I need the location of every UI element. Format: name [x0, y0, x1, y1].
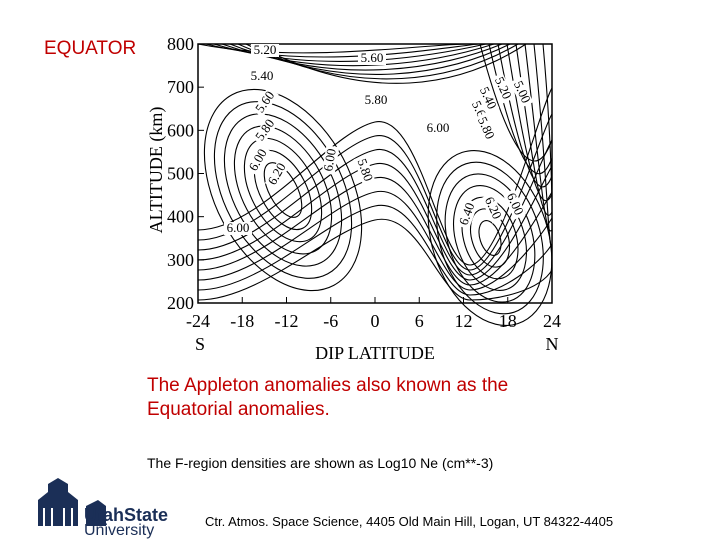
contour-label: 5.80	[355, 157, 377, 184]
x-tick-label: 24	[543, 311, 561, 331]
label-bg	[358, 52, 386, 65]
contour-label: 5.80	[365, 92, 388, 107]
x-tick-label: 18	[499, 311, 517, 331]
label-bg	[353, 154, 376, 186]
label-bg	[424, 122, 452, 135]
contour	[533, 43, 553, 249]
contour	[197, 191, 553, 291]
contour	[478, 220, 502, 256]
contour	[197, 218, 553, 301]
label-bg	[251, 44, 279, 57]
x-end-label: N	[546, 334, 559, 354]
label-bg	[252, 87, 279, 118]
contour	[469, 208, 511, 268]
contour	[488, 43, 553, 175]
logo-text: University	[84, 522, 155, 539]
label-bg	[264, 158, 291, 190]
contour	[243, 137, 323, 243]
label-bg	[321, 145, 340, 176]
contour	[197, 204, 553, 296]
contour	[197, 139, 553, 276]
contour	[427, 149, 553, 327]
contour	[436, 161, 544, 315]
y-tick-label: 300	[167, 250, 194, 270]
label-bg	[509, 76, 534, 108]
contour-figure: ALTITUDE (km) DIP LATITUDE S N -24 -18 -12…	[146, 34, 561, 363]
y-tick-label: 600	[167, 120, 194, 140]
contour-label: 5.40	[251, 68, 274, 83]
contour	[197, 43, 471, 54]
contour-label: 6.00	[227, 220, 250, 235]
contour-label: 5.60	[361, 50, 384, 65]
contour	[245, 43, 519, 80]
contour	[237, 43, 511, 76]
contour-label: 6.00	[427, 120, 450, 135]
y-tick-label: 500	[167, 164, 194, 184]
label-bg	[480, 192, 505, 224]
label-bg	[456, 198, 479, 230]
label-bg	[475, 82, 500, 114]
contour	[197, 87, 553, 266]
logo-icon	[38, 478, 106, 526]
note: The F-region densities are shown as Log1…	[147, 455, 494, 471]
label-bg	[248, 70, 276, 83]
x-tick-label: 12	[455, 311, 473, 331]
label-bg	[362, 94, 390, 107]
caption: The Appleton anomalies also known as the…	[147, 375, 509, 420]
label-bg	[490, 72, 515, 104]
contour	[197, 177, 553, 286]
contour	[453, 185, 527, 291]
x-tick-label: 6	[415, 311, 424, 331]
y-axis-label: ALTITUDE (km)	[146, 107, 167, 234]
y-tick-label: 700	[167, 77, 194, 97]
contour-label: 5.20	[254, 42, 277, 57]
contour	[203, 88, 363, 292]
contour	[497, 43, 553, 188]
label-bg	[252, 115, 279, 146]
x-tick-label: -18	[230, 311, 254, 331]
contour-label: 6.40	[456, 201, 478, 228]
y-tick-label: 200	[167, 293, 194, 313]
contour-label: 6.00	[320, 147, 339, 172]
logo-text: UtahState	[84, 505, 169, 525]
y-tick-label: 400	[167, 207, 194, 227]
x-tick-label: 0	[371, 311, 380, 331]
contour	[263, 162, 303, 218]
x-tick-label: -12	[275, 311, 299, 331]
y-tick-label: 800	[167, 34, 194, 54]
label-bg	[224, 222, 252, 235]
x-tick-label: -24	[186, 311, 210, 331]
label-bg	[473, 112, 498, 144]
x-axis-label: DIP LATITUDE	[315, 343, 435, 363]
contour	[197, 163, 553, 281]
contour	[229, 43, 503, 71]
footer: Ctr. Atmos. Space Science, 4405 Old Main…	[205, 514, 614, 529]
label-bg	[245, 144, 272, 176]
label-bg	[502, 188, 527, 220]
contour	[461, 196, 519, 280]
x-tick-label: -6	[323, 311, 338, 331]
contour	[253, 43, 527, 84]
x-end-label: S	[195, 334, 205, 354]
contour	[223, 113, 343, 267]
heading: EQUATOR	[44, 38, 137, 59]
